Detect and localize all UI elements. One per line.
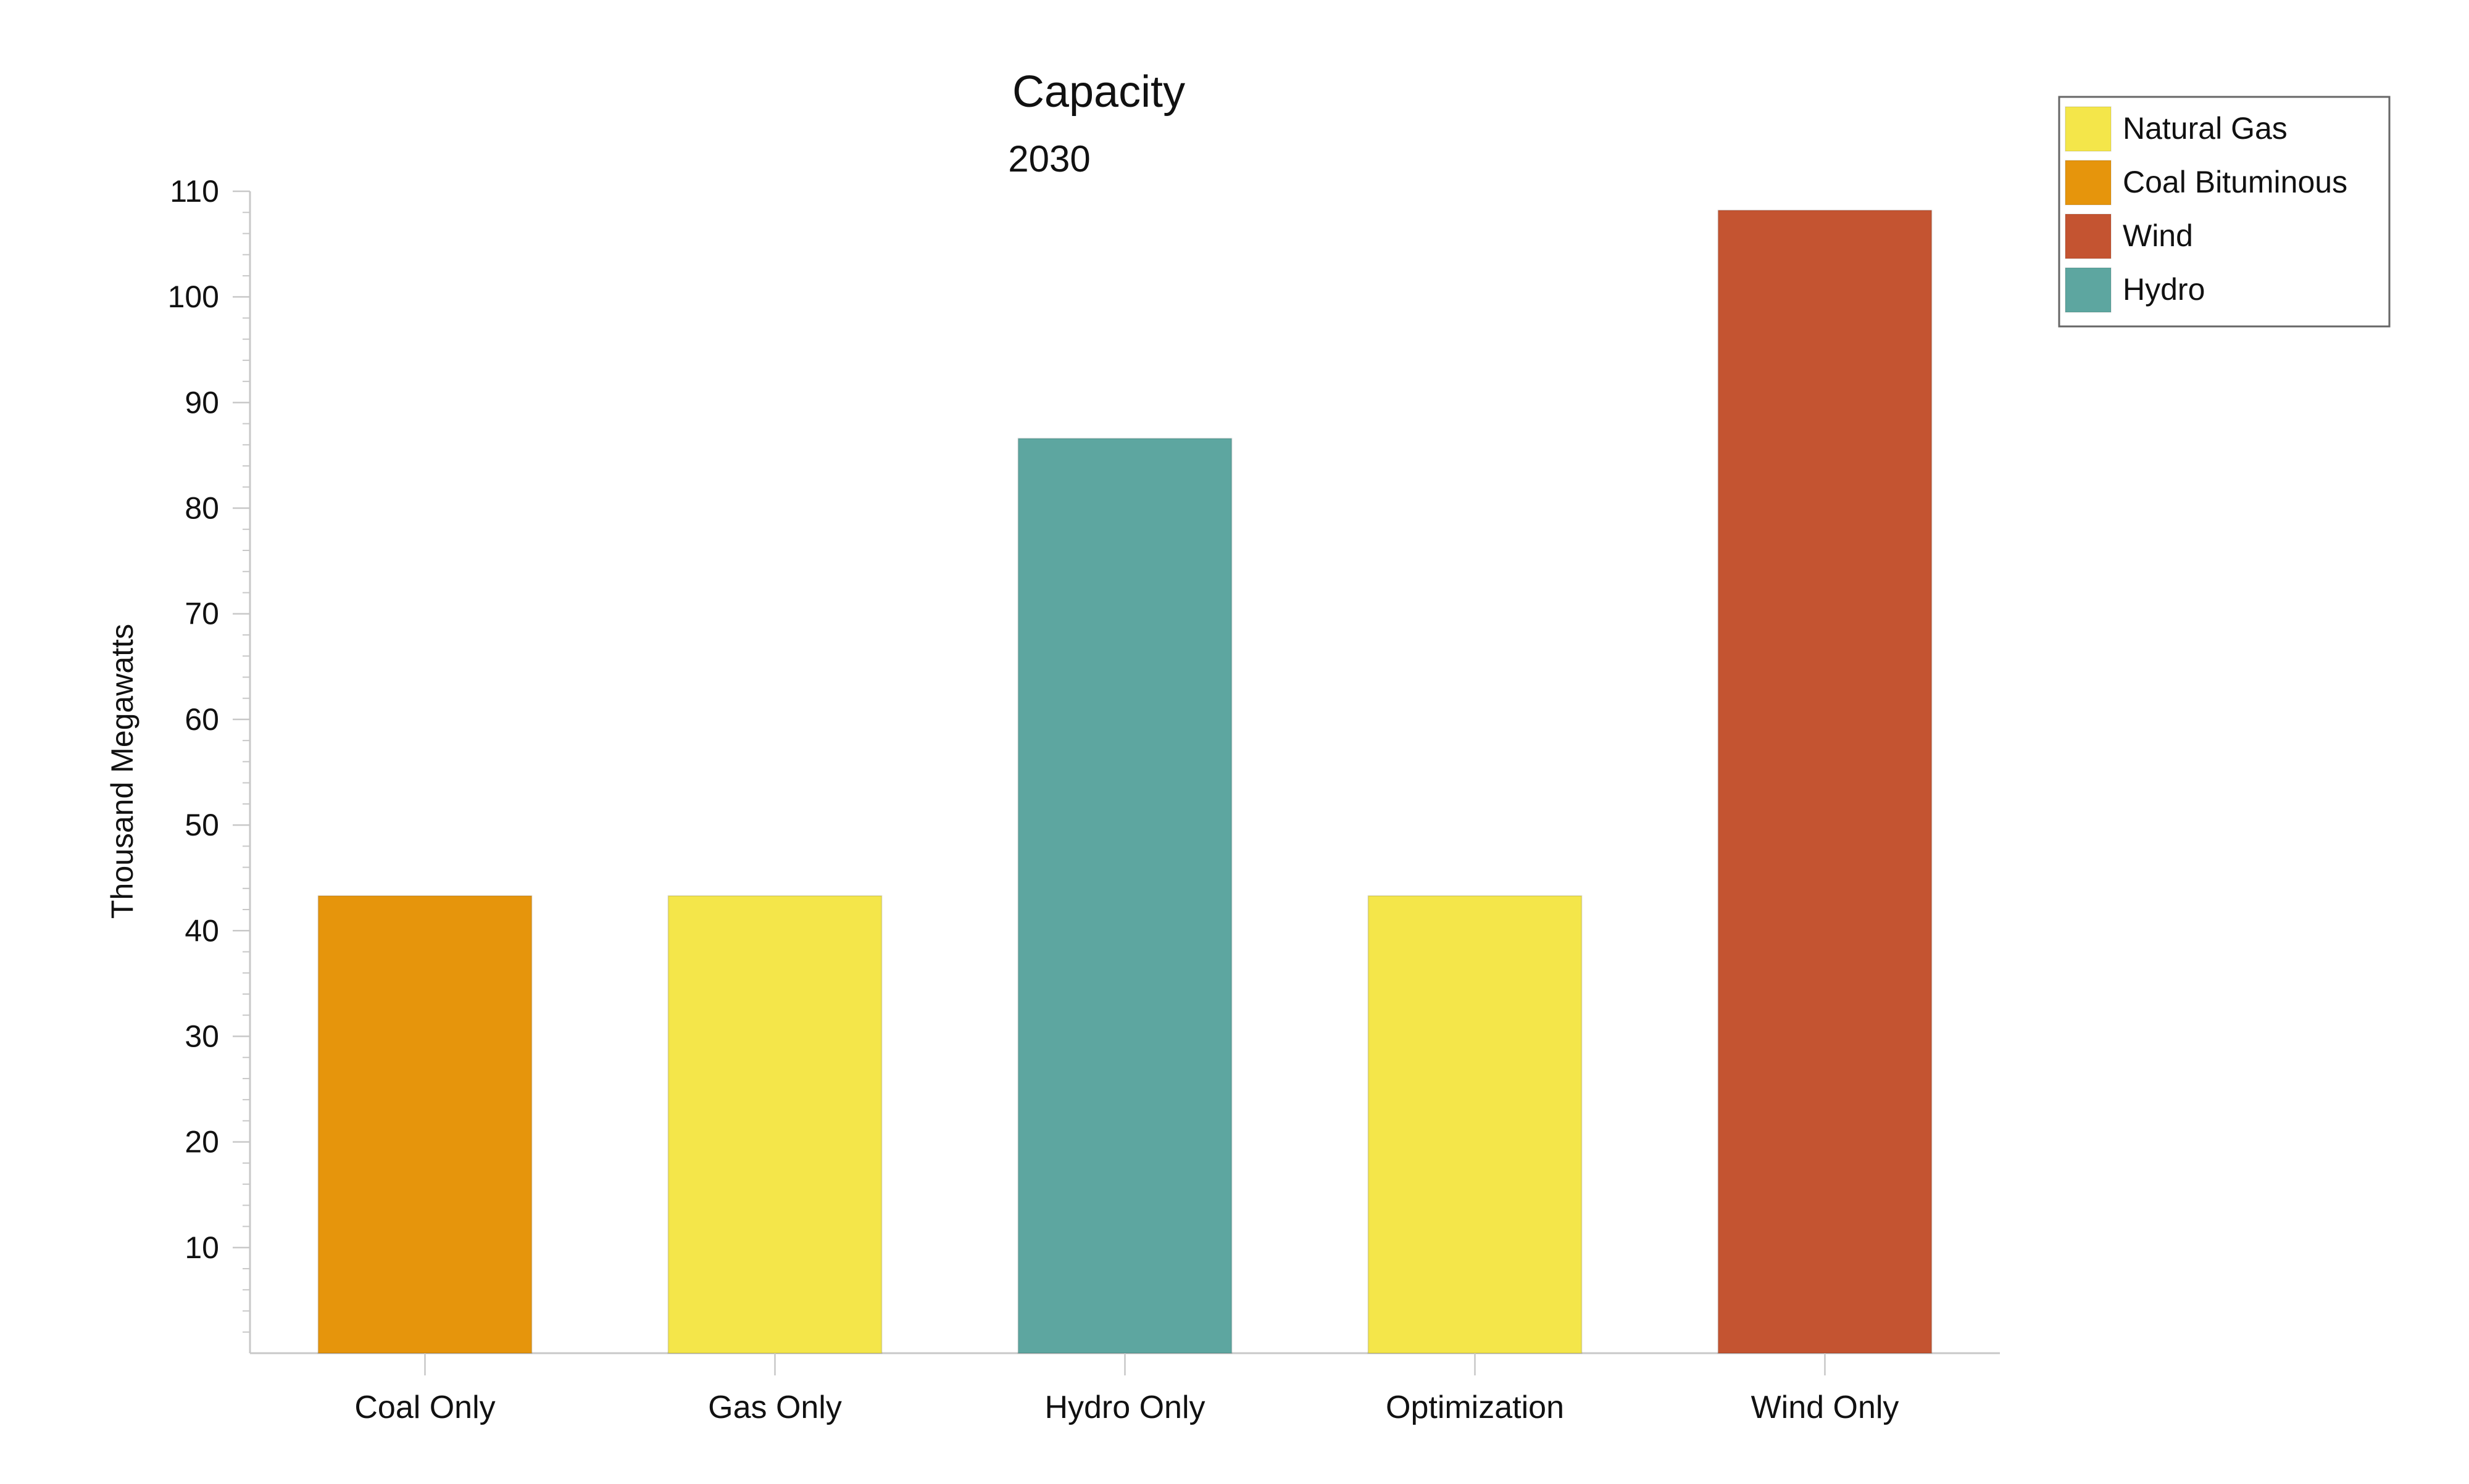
legend-swatch	[2065, 160, 2112, 205]
y-tick-label: 90	[185, 385, 219, 420]
y-tick-label: 60	[185, 702, 219, 737]
y-axis-label: Thousand Megawatts	[105, 624, 139, 919]
legend-swatch	[2065, 213, 2112, 259]
legend-label: Hydro	[2123, 272, 2205, 307]
x-tick-label: Optimization	[1386, 1390, 1564, 1425]
x-tick-label: Hydro Only	[1044, 1390, 1205, 1425]
y-tick-label: 40	[185, 913, 219, 948]
y-tick-label: 20	[185, 1125, 219, 1159]
legend-swatch	[2065, 267, 2112, 313]
legend-label: Natural Gas	[2123, 111, 2288, 146]
x-tick-label: Gas Only	[708, 1390, 842, 1425]
x-tick-label: Wind Only	[1751, 1390, 1899, 1425]
y-tick-label: 110	[170, 174, 219, 209]
bar-hydro-only[interactable]	[1017, 437, 1233, 1354]
legend-label: Coal Bituminous	[2123, 165, 2347, 199]
y-tick-label: 70	[185, 597, 219, 631]
plot-area: 10 20 30 40 50 60 70 80 90 100 110 Coal Only Gas Onl…	[168, 174, 2000, 1425]
legend-label: Wind	[2123, 218, 2193, 253]
x-tick-label: Coal Only	[354, 1390, 495, 1425]
y-tick-label: 80	[185, 491, 219, 526]
bar-coal-only[interactable]	[317, 895, 533, 1354]
legend-swatch	[2065, 106, 2112, 152]
bar-gas-only[interactable]	[667, 895, 883, 1354]
legend-box	[2058, 96, 2391, 328]
bar-wind-only[interactable]	[1717, 209, 1933, 1354]
bar-optimization[interactable]	[1367, 895, 1583, 1354]
y-tick-label: 50	[185, 808, 219, 842]
y-tick-label: 30	[185, 1019, 219, 1053]
legend: Natural Gas Coal Bituminous Wind Hydro	[2058, 96, 2391, 328]
chart-subtitle: 2030	[1008, 138, 1090, 180]
y-tick-label: 100	[168, 280, 219, 314]
y-tick-label: 10	[185, 1230, 219, 1265]
chart-title: Capacity	[1012, 67, 1185, 117]
